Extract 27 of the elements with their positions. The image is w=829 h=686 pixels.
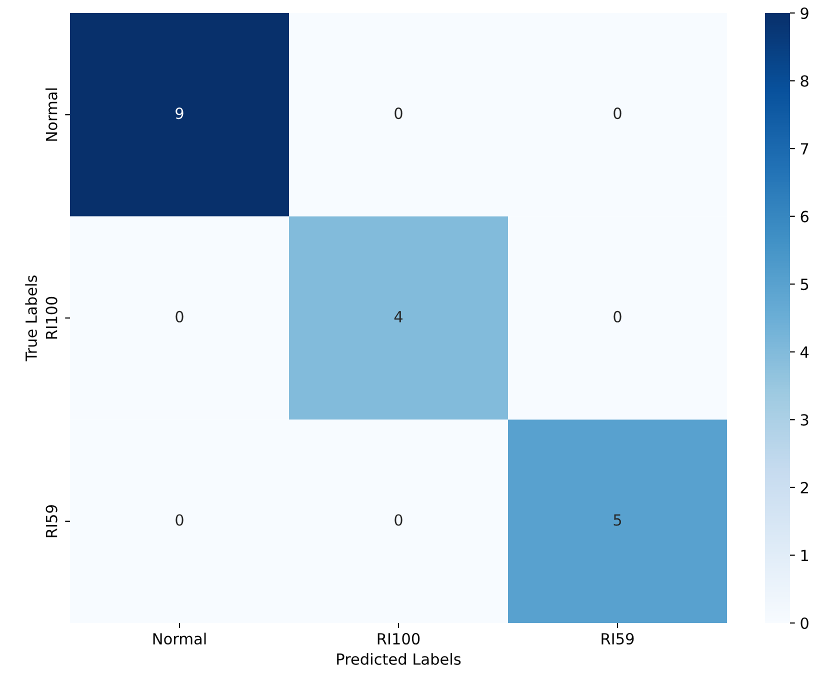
data-label: 0 bbox=[176, 514, 184, 526]
y-tick-label: RI100 bbox=[46, 296, 58, 339]
data-label: 0 bbox=[394, 108, 402, 120]
color-bar-label: 3 bbox=[800, 414, 808, 426]
data-label: 5 bbox=[614, 514, 622, 526]
data-label: 4 bbox=[394, 311, 403, 322]
x-tick-label: Normal bbox=[153, 632, 206, 645]
data-label: 0 bbox=[176, 310, 184, 322]
data-label: 9 bbox=[176, 108, 184, 120]
y-tick-label: RI59 bbox=[46, 505, 58, 538]
color-bar-label: 4 bbox=[800, 346, 809, 358]
color-bar-label: 1 bbox=[801, 550, 808, 562]
color-bar-label: 9 bbox=[800, 7, 808, 20]
x-tick-label: RI100 bbox=[378, 632, 420, 645]
color-bar-label: 5 bbox=[800, 278, 808, 290]
x-tick-label: RI59 bbox=[602, 632, 634, 645]
data-label: 0 bbox=[614, 310, 622, 322]
color-bar-label: 6 bbox=[800, 210, 808, 222]
data-label: 0 bbox=[394, 514, 402, 526]
y-axis-title: True Labels bbox=[25, 276, 37, 362]
color-bar-label: 0 bbox=[800, 617, 808, 630]
color-bar-label: 8 bbox=[800, 75, 808, 87]
x-axis-title: Predicted Labels bbox=[337, 653, 461, 665]
color-bar-label: 7 bbox=[800, 143, 808, 154]
y-tick-label: Normal bbox=[45, 88, 58, 141]
data-label: 0 bbox=[614, 108, 622, 120]
color-bar-label: 2 bbox=[800, 482, 808, 494]
